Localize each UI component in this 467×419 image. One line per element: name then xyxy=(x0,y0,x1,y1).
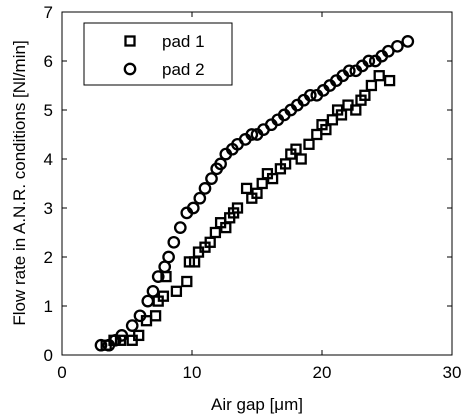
circle-point xyxy=(141,294,155,308)
circle-point xyxy=(167,235,181,249)
square-point xyxy=(295,153,307,165)
circle-point xyxy=(115,329,129,342)
y-tick-label: 4 xyxy=(44,150,53,169)
y-tick-labels: 0 1 2 3 4 5 6 7 xyxy=(44,3,53,365)
legend-label-pad-1: pad 1 xyxy=(162,32,205,51)
circle-point xyxy=(186,201,200,215)
y-tick-label: 3 xyxy=(44,199,53,218)
legend-circle-icon xyxy=(123,62,137,76)
square-point xyxy=(373,70,385,82)
circle-point xyxy=(94,338,108,352)
circle-point xyxy=(362,54,376,68)
square-point xyxy=(303,138,315,150)
x-tick-label: 20 xyxy=(313,363,332,382)
legend-box xyxy=(83,22,233,86)
legend-marker-pad-1 xyxy=(124,35,136,47)
circle-point xyxy=(198,182,212,195)
circle-point xyxy=(193,191,207,205)
legend-label-pad-2: pad 2 xyxy=(162,60,205,79)
circle-point xyxy=(146,284,160,298)
x-axis-title: Air gap [μm] xyxy=(211,395,303,414)
legend-marker-pad-2 xyxy=(123,62,137,76)
circle-point xyxy=(162,250,175,264)
circle-point xyxy=(391,39,404,53)
y-tick-label: 2 xyxy=(44,248,53,267)
square-point xyxy=(335,109,348,121)
y-tick-label: 1 xyxy=(44,297,53,316)
circle-point xyxy=(342,64,356,78)
circle-point xyxy=(151,270,165,283)
square-point xyxy=(231,202,244,214)
circle-point xyxy=(401,35,415,48)
y-tick-label: 6 xyxy=(44,52,53,71)
square-point xyxy=(149,310,162,322)
square-point xyxy=(359,89,371,101)
data-points xyxy=(94,35,415,352)
square-point xyxy=(181,275,193,288)
square-point xyxy=(365,79,378,92)
y-axis-title: Flow rate in A.N.R. conditions [Nl/min] xyxy=(10,40,29,325)
series-circle xyxy=(94,35,415,352)
x-tick-labels: 0 10 20 30 xyxy=(57,363,461,382)
circle-point xyxy=(173,221,187,234)
y-tick-label: 5 xyxy=(44,101,53,120)
y-tick-label: 0 xyxy=(44,346,53,365)
square-point xyxy=(133,329,145,342)
circle-point xyxy=(303,88,317,102)
square-point xyxy=(170,285,183,297)
x-tick-label: 0 xyxy=(57,363,66,382)
axis-ticks xyxy=(62,12,452,355)
square-point xyxy=(266,172,279,185)
y-tick-label: 7 xyxy=(44,3,53,22)
square-point xyxy=(320,123,332,136)
circle-point xyxy=(214,157,227,171)
legend-square-icon xyxy=(124,35,136,47)
legend: pad 1 pad 2 xyxy=(83,22,233,86)
circle-point xyxy=(125,319,139,332)
x-tick-label: 10 xyxy=(183,363,202,382)
circle-point xyxy=(133,309,147,323)
square-point xyxy=(383,74,396,87)
x-tick-label: 30 xyxy=(443,363,462,382)
square-point xyxy=(157,290,170,302)
circle-point xyxy=(205,172,218,185)
circle-point xyxy=(245,128,259,141)
